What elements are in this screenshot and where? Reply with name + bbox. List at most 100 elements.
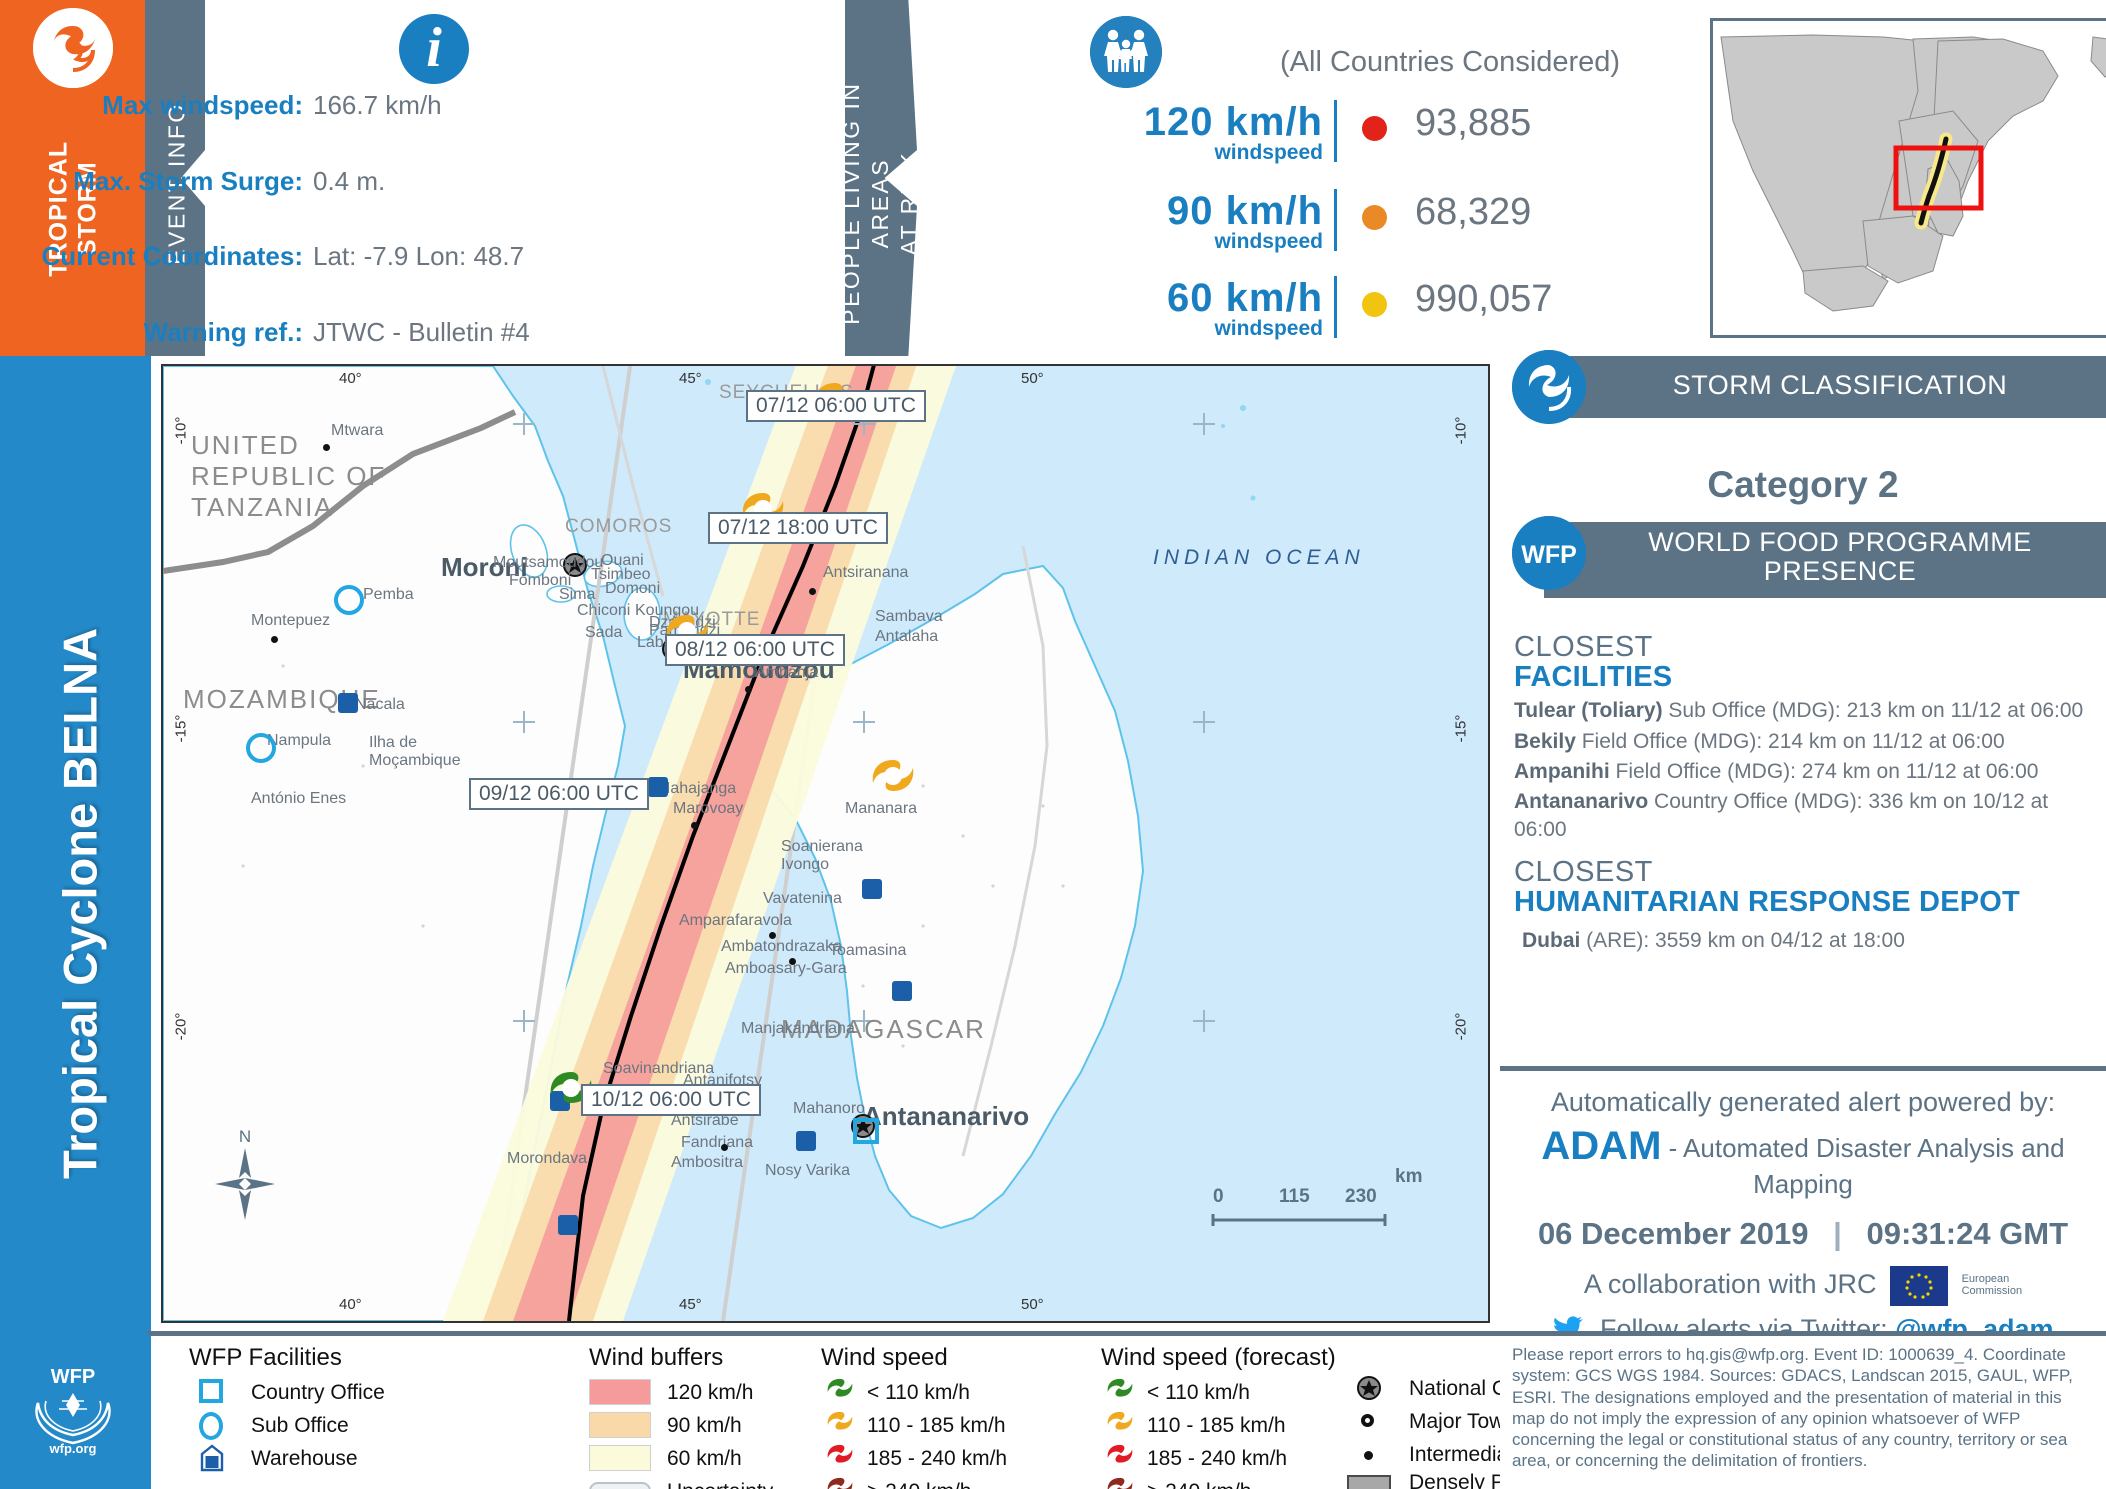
top-banner: EVENT INFO i Max windspeed: 166.7 km/h M…	[42, 0, 2106, 356]
facility-item: Bekily Field Office (MDG): 214 km on 11/…	[1514, 728, 2102, 755]
adam-credits-box: Automatically generated alert powered by…	[1500, 1066, 2106, 1344]
grey-box-icon	[1347, 1475, 1391, 1489]
color-swatch	[589, 1379, 651, 1405]
town-label: Nacala	[355, 696, 405, 713]
town-dot	[809, 588, 816, 595]
adam-timestamp: 06 December 2019 | 09:31:24 GMT	[1500, 1216, 2106, 1252]
track-label: 10/12 06:00 UTC	[581, 1084, 761, 1116]
risk-color-dot	[1362, 292, 1387, 317]
ring-icon	[1361, 1414, 1374, 1427]
town-label: Domoni	[605, 580, 661, 597]
legend-wind-buffers: Wind buffers 120 km/h 90 km/h 60 km/h Un…	[589, 1344, 839, 1489]
town-label: Ambositra	[671, 1154, 744, 1171]
country-label: MADAGASCAR	[781, 1014, 986, 1044]
legend-item: > 240 km/h	[821, 1475, 1101, 1489]
facility-detail: Sub Office (MDG): 213 km on 11/12 at 06:…	[1662, 699, 2084, 723]
facility-name: Tulear (Toliary)	[1514, 699, 1663, 723]
legend-label: 90 km/h	[667, 1414, 742, 1437]
legend-item: 185 - 240 km/h	[821, 1442, 1101, 1475]
scale-unit: km	[1395, 1166, 1423, 1187]
adam-brand-line: ADAM - Automated Disaster Analysis and M…	[1500, 1124, 2106, 1200]
adam-time: 09:31:24 GMT	[1866, 1216, 2069, 1251]
town-label: Soanierana Ivongo	[781, 838, 863, 873]
north-arrow-icon: N	[215, 1127, 275, 1220]
facility-item: Tulear (Toliary) Sub Office (MDG): 213 k…	[1514, 697, 2102, 724]
legend-label: 110 - 185 km/h	[1147, 1414, 1286, 1437]
town-label: António Enes	[251, 790, 347, 807]
storm-classification-header: STORM CLASSIFICATION	[1500, 350, 2106, 424]
people-at-risk-label: PEOPLE LIVING IN AREAS AT RISK	[837, 81, 922, 325]
facility-item: Antananarivo Country Office (MDG): 336 k…	[1514, 788, 2102, 843]
legend-item: 60 km/h	[589, 1442, 839, 1475]
main-map[interactable]: 40° 45° 50° 40° 45° 50° -10° -15° -20° -…	[145, 356, 1500, 1331]
eu-flag-icon	[1890, 1266, 1949, 1306]
wfp-icon: WFP	[1512, 516, 1586, 590]
map-canvas[interactable]: 40° 45° 50° 40° 45° 50° -10° -15° -20° -…	[161, 364, 1490, 1323]
square-outline-icon	[199, 1379, 223, 1403]
town-label: Fandriana	[681, 1134, 754, 1151]
legend-facilities: WFP Facilities Country Office Sub Office…	[189, 1344, 439, 1475]
legend-item: 110 - 185 km/h	[821, 1409, 1101, 1442]
risk-windspeed: 90 km/h windspeed	[1167, 189, 1323, 253]
scale-label-0: 0	[1213, 1186, 1224, 1207]
cyclone-icon	[33, 8, 113, 88]
legend-item: > 240 km/h	[1101, 1475, 1401, 1489]
facility-name: Bekily	[1514, 729, 1576, 753]
town-label: Fomboni	[509, 572, 572, 589]
risk-divider	[1334, 276, 1337, 338]
track-label: 08/12 06:00 UTC	[665, 634, 845, 666]
event-info-key: Warning ref.:	[143, 317, 303, 347]
map-grid-label: -10°	[1452, 416, 1470, 445]
color-swatch	[589, 1412, 651, 1438]
legend-label: 120 km/h	[667, 1381, 754, 1404]
risk-value: 68,329	[1415, 191, 1532, 233]
legend-label: 185 - 240 km/h	[867, 1447, 1008, 1470]
warehouse-icon	[199, 1444, 225, 1482]
town-label: Montepuez	[251, 612, 331, 629]
legend-item: 185 - 240 km/h	[1101, 1442, 1401, 1475]
adam-collab: A collaboration with JRC	[1583, 1269, 1877, 1300]
town-label: Mtwara	[331, 422, 384, 439]
town-dot	[691, 822, 698, 829]
disclaimer-text: Please report errors to hq.gis@wfp.org. …	[1500, 1331, 2106, 1489]
legend-label: Warehouse	[251, 1447, 358, 1470]
town-label: Sambava	[875, 608, 943, 625]
country-label: MOZAMBIQUE	[183, 684, 381, 714]
country-label: COMOROS	[565, 516, 673, 537]
risk-row: 120 km/h windspeed 93,885	[1144, 96, 1595, 170]
event-info-key: Max. Storm Surge:	[73, 166, 303, 196]
town-label: Moutsamoudou	[493, 554, 604, 571]
capital-label: Moroni	[441, 552, 528, 582]
storm-category-value: Category 2	[1707, 464, 1899, 505]
event-info-value: Lat: -7.9 Lon: 48.7	[313, 241, 525, 271]
legend-label: 60 km/h	[667, 1447, 742, 1470]
event-title-rail: Tropical Cyclone BELNA WFP wfp.org	[0, 356, 145, 1489]
legend-label: < 110 km/h	[1147, 1381, 1250, 1404]
legend-label: < 110 km/h	[867, 1381, 970, 1404]
adam-powered-by: Automatically generated alert powered by…	[1550, 1087, 2056, 1117]
scale-label-1: 115	[1279, 1186, 1310, 1207]
legend-label: Sub Office	[251, 1414, 349, 1437]
town-label: Mahajanga	[657, 780, 737, 797]
town-label: Mananara	[845, 800, 918, 817]
map-grid-label: 45°	[679, 370, 702, 387]
circle-outline-icon	[199, 1412, 223, 1440]
town-dot	[721, 1144, 728, 1151]
cyclone-symbol-icon	[1105, 1475, 1135, 1489]
legend-title: Wind buffers	[589, 1344, 724, 1371]
legend-item: Sub Office	[189, 1409, 439, 1442]
page-title: Tropical Cyclone BELNA	[53, 627, 107, 1180]
town-dot	[769, 932, 776, 939]
town-dot	[745, 686, 752, 693]
star-in-circle-icon	[1355, 1374, 1383, 1412]
wfp-presence-title: WORLD FOOD PROGRAMME PRESENCE	[1648, 527, 2032, 587]
town-label: Ambanja	[755, 664, 819, 681]
legend-item: Country Office	[189, 1376, 439, 1409]
town-label: Sima	[559, 586, 596, 603]
eu-label-line2: Commission	[1961, 1285, 2023, 1297]
town-label: Marovoay	[673, 800, 744, 817]
country-label: UNITED REPUBLIC OF TANZANIA	[191, 430, 387, 522]
track-label: 07/12 06:00 UTC	[746, 390, 926, 422]
town-label: Amparafaravola	[679, 912, 792, 929]
cyclone-symbol-icon	[825, 1409, 855, 1449]
